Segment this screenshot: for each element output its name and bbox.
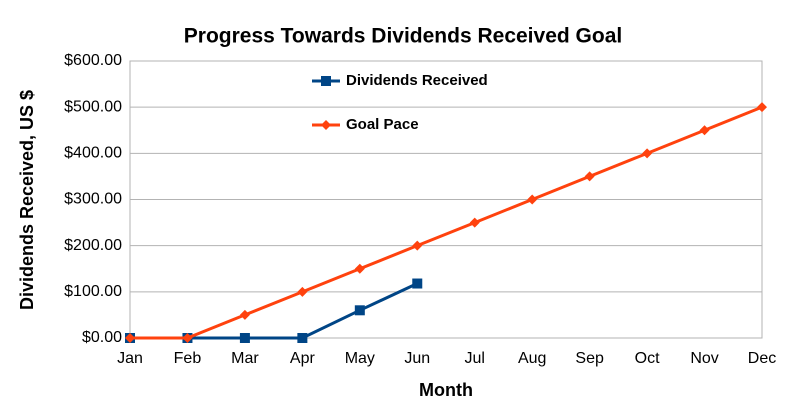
x-tick-label: Aug	[518, 350, 546, 367]
plot-frame	[129, 60, 763, 339]
marker	[757, 102, 767, 113]
y-tick-label: $600.00	[64, 52, 122, 69]
x-tick-label: Jan	[117, 350, 143, 367]
series-line	[130, 105, 763, 340]
y-tick-label: $0.00	[82, 329, 122, 346]
marker	[321, 76, 331, 86]
marker	[584, 171, 595, 182]
marker	[239, 333, 250, 343]
x-tick-label: Jul	[465, 350, 485, 367]
legend-label: Goal Pace	[346, 116, 419, 133]
x-tick-label: May	[345, 350, 375, 367]
marker	[469, 217, 480, 228]
marker	[354, 263, 365, 274]
x-tick-label: Apr	[290, 350, 316, 367]
x-tick-label: Mar	[231, 350, 259, 367]
x-tick-label: Dec	[748, 350, 776, 367]
marker	[297, 286, 308, 297]
marker	[412, 278, 423, 289]
x-tick-label: Sep	[575, 350, 604, 367]
x-tick-label: Feb	[174, 350, 202, 367]
y-tick-label: $100.00	[64, 283, 122, 300]
marker	[412, 240, 423, 251]
y-tick-label: $400.00	[64, 145, 122, 162]
y-tick-label: $200.00	[64, 237, 122, 254]
x-tick-label: Jun	[404, 350, 430, 367]
y-tick-label: $300.00	[64, 191, 122, 208]
x-axis-title: Month	[419, 380, 473, 400]
marker	[297, 333, 308, 343]
marker	[354, 305, 365, 316]
y-axis-title: Dividends Received, US $	[17, 90, 37, 310]
marker	[125, 333, 135, 343]
marker	[642, 148, 653, 159]
x-tick-label: Oct	[635, 350, 660, 367]
chart-title: Progress Towards Dividends Received Goal	[184, 25, 622, 48]
marker	[239, 309, 250, 320]
marker	[527, 194, 538, 205]
y-tick-label: $500.00	[64, 98, 122, 115]
marker	[321, 120, 331, 130]
marker	[699, 125, 710, 136]
legend-label: Dividends Received	[346, 72, 488, 89]
x-tick-label: Nov	[690, 350, 718, 367]
marker	[182, 333, 193, 343]
